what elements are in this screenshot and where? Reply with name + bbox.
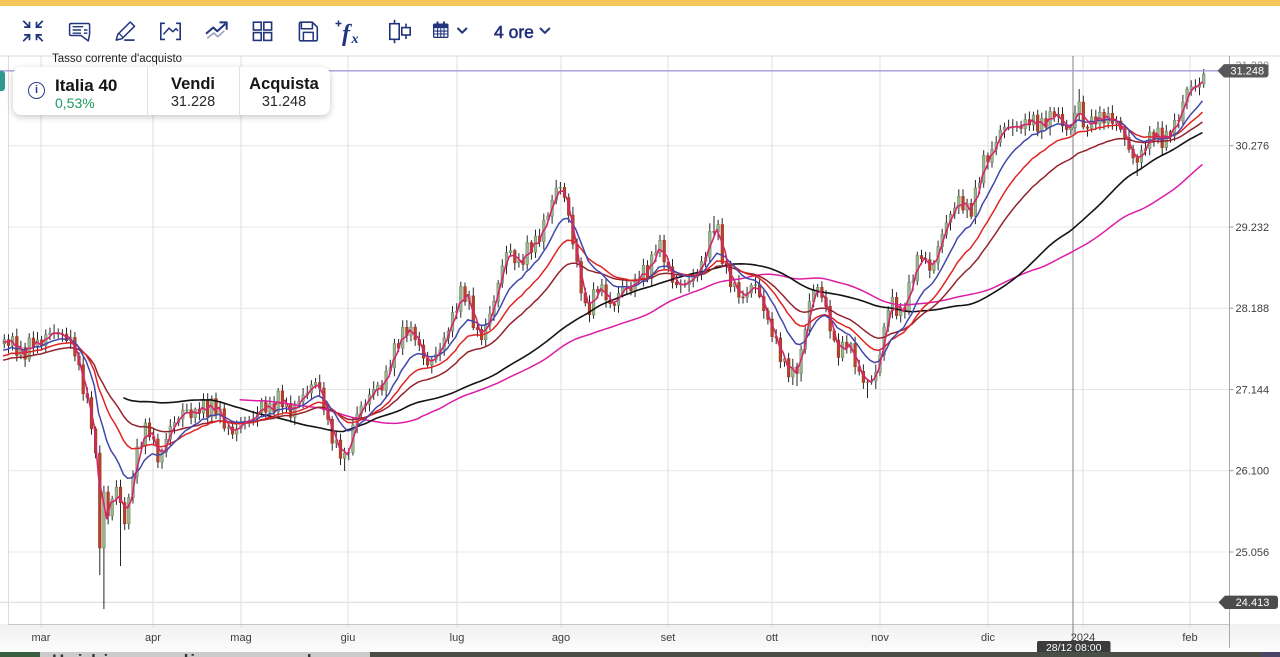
svg-text:28/12 08:00: 28/12 08:00 xyxy=(1046,642,1102,654)
svg-text:28.188: 28.188 xyxy=(1236,303,1270,315)
svg-text:30.276: 30.276 xyxy=(1236,141,1270,153)
svg-text:f: f xyxy=(342,21,352,47)
svg-text:29.232: 29.232 xyxy=(1236,222,1270,234)
svg-text:31.248: 31.248 xyxy=(1230,66,1264,78)
svg-text:x: x xyxy=(351,32,359,47)
svg-text:27.144: 27.144 xyxy=(1236,384,1270,396)
svg-text:25.056: 25.056 xyxy=(1236,547,1270,559)
svg-text:26.100: 26.100 xyxy=(1236,466,1270,478)
svg-text:24.413: 24.413 xyxy=(1236,597,1270,609)
